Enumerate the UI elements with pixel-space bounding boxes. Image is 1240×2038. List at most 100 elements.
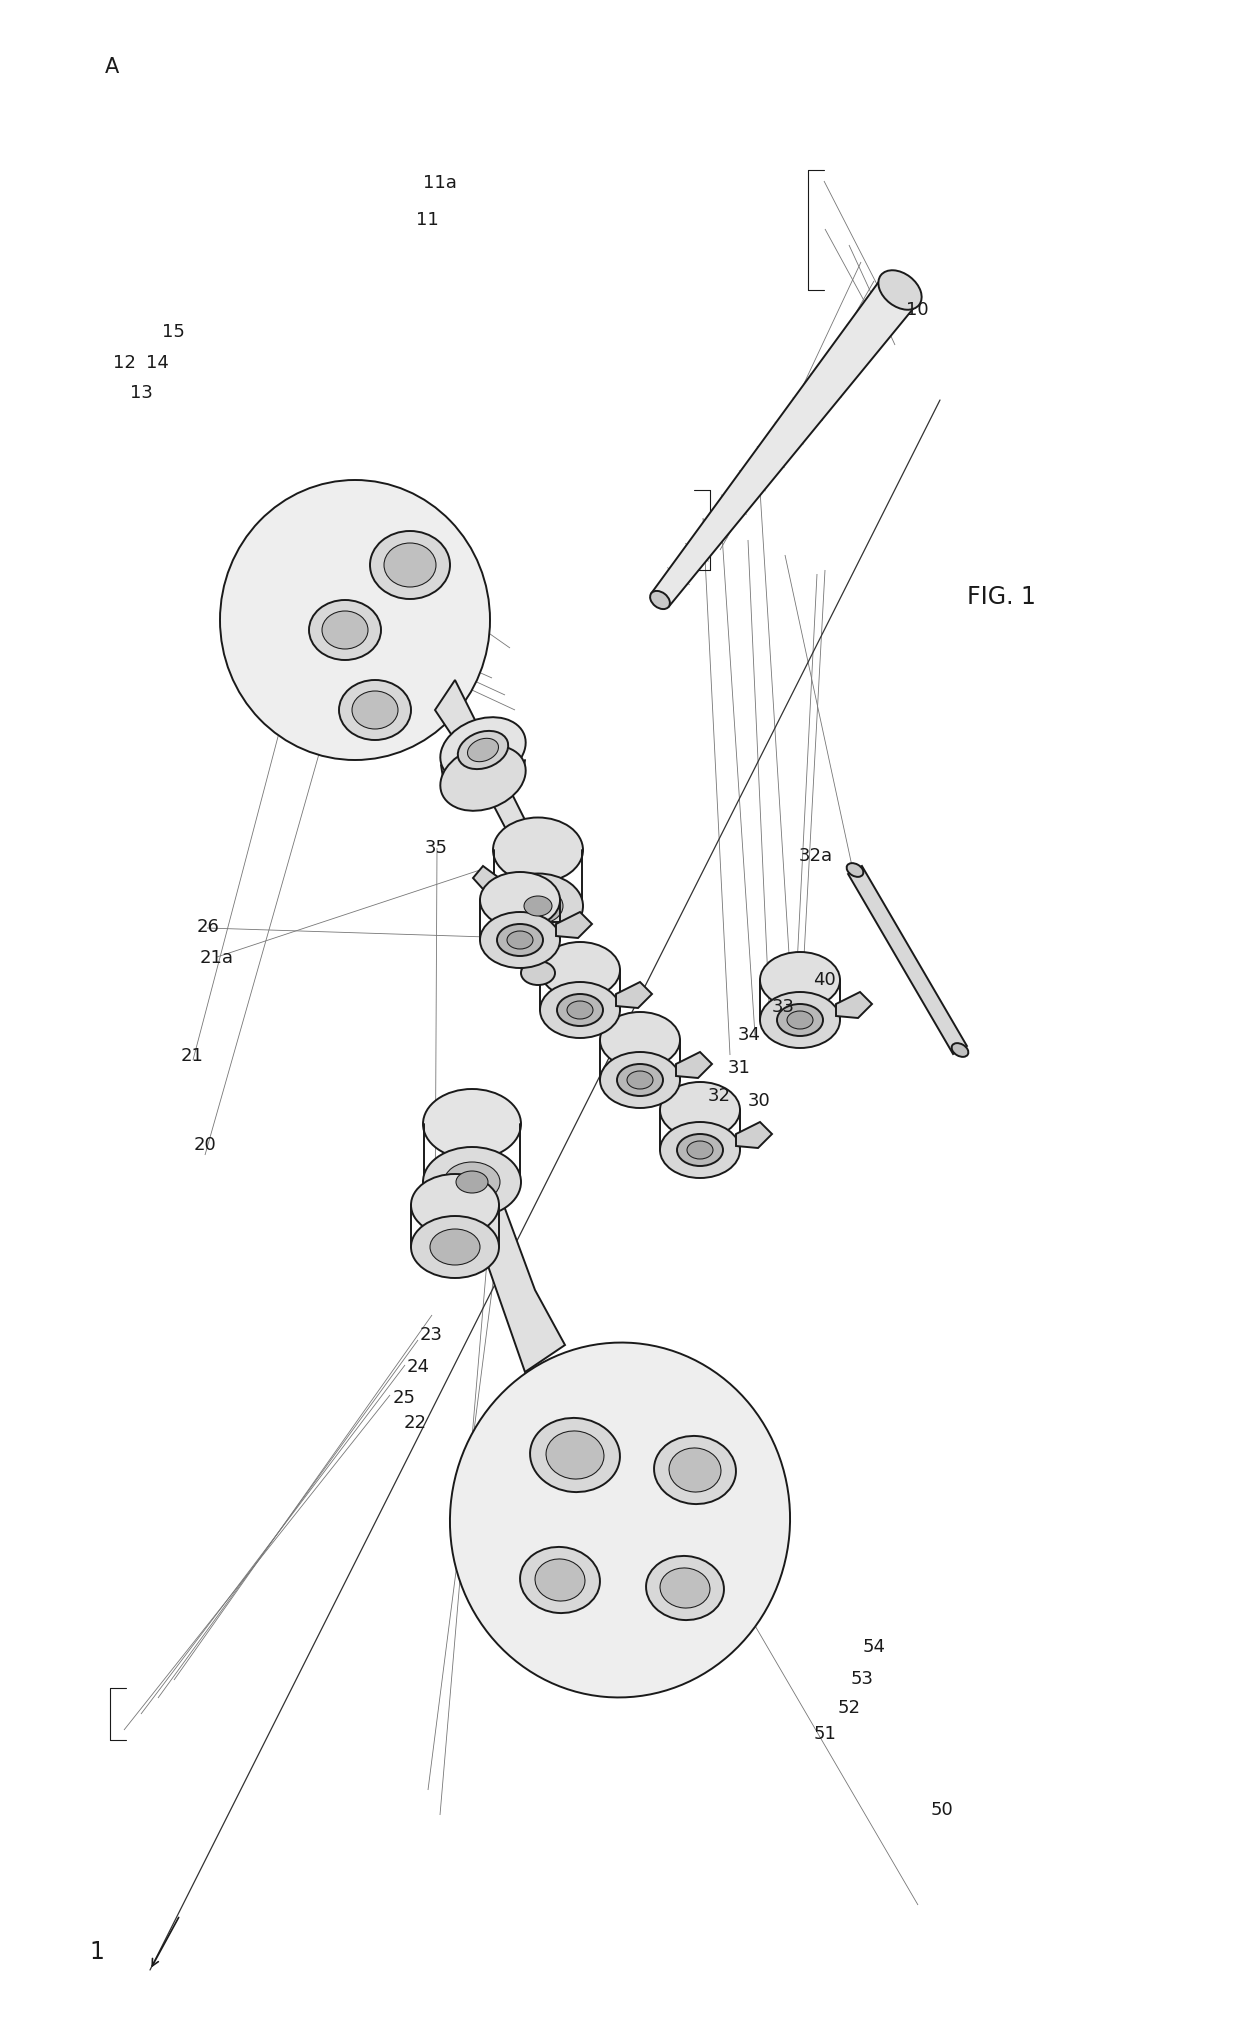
Ellipse shape: [430, 1229, 480, 1266]
Ellipse shape: [557, 995, 603, 1025]
Text: 11: 11: [417, 212, 439, 228]
Text: 20: 20: [193, 1137, 216, 1154]
Ellipse shape: [370, 532, 450, 599]
Ellipse shape: [951, 1043, 968, 1058]
Ellipse shape: [546, 1431, 604, 1480]
Ellipse shape: [847, 864, 863, 876]
Ellipse shape: [521, 962, 556, 984]
Ellipse shape: [618, 1064, 663, 1096]
Ellipse shape: [787, 1011, 813, 1029]
Ellipse shape: [410, 1174, 498, 1235]
Polygon shape: [435, 681, 546, 874]
Polygon shape: [472, 866, 510, 909]
Text: 21: 21: [181, 1048, 203, 1064]
Text: 51: 51: [813, 1726, 836, 1742]
Text: 35: 35: [425, 840, 448, 856]
Text: 30: 30: [748, 1092, 770, 1109]
Ellipse shape: [777, 1005, 823, 1035]
Ellipse shape: [456, 1172, 489, 1192]
Text: 50: 50: [931, 1802, 954, 1818]
Ellipse shape: [660, 1082, 740, 1137]
Ellipse shape: [423, 1147, 521, 1217]
Ellipse shape: [529, 1418, 620, 1492]
Ellipse shape: [444, 1162, 500, 1202]
Ellipse shape: [760, 952, 839, 1009]
Text: 33: 33: [773, 999, 795, 1015]
Ellipse shape: [677, 1133, 723, 1166]
Text: 25: 25: [393, 1390, 415, 1406]
Ellipse shape: [653, 1437, 737, 1504]
Ellipse shape: [513, 889, 563, 923]
Text: 26: 26: [197, 919, 219, 935]
Ellipse shape: [480, 872, 560, 927]
Ellipse shape: [322, 611, 368, 648]
Ellipse shape: [440, 746, 526, 811]
Ellipse shape: [458, 732, 508, 768]
Ellipse shape: [539, 942, 620, 999]
Ellipse shape: [627, 1072, 653, 1088]
Text: 13: 13: [130, 385, 153, 401]
Text: 10: 10: [906, 302, 929, 318]
Text: 23: 23: [420, 1327, 443, 1343]
Text: 24: 24: [407, 1359, 429, 1376]
Ellipse shape: [219, 481, 490, 760]
Ellipse shape: [440, 717, 526, 783]
Polygon shape: [651, 277, 918, 607]
Text: FIG. 1: FIG. 1: [967, 585, 1037, 609]
Text: 14: 14: [146, 355, 169, 371]
Polygon shape: [465, 1168, 565, 1372]
Text: 32a: 32a: [799, 848, 833, 864]
Text: 1: 1: [89, 1940, 104, 1965]
Ellipse shape: [878, 271, 921, 310]
Text: 12: 12: [113, 355, 135, 371]
Ellipse shape: [467, 738, 498, 762]
Ellipse shape: [660, 1123, 740, 1178]
Ellipse shape: [339, 681, 410, 740]
Text: 53: 53: [851, 1671, 873, 1687]
Ellipse shape: [410, 1217, 498, 1278]
Ellipse shape: [494, 874, 583, 940]
Polygon shape: [836, 993, 872, 1019]
Ellipse shape: [687, 1141, 713, 1160]
Ellipse shape: [600, 1052, 680, 1109]
Text: 31: 31: [728, 1060, 750, 1076]
Ellipse shape: [494, 817, 583, 882]
Text: 32: 32: [708, 1088, 730, 1105]
Ellipse shape: [352, 691, 398, 730]
Ellipse shape: [670, 1447, 720, 1492]
Ellipse shape: [507, 931, 533, 950]
Polygon shape: [518, 921, 558, 972]
Ellipse shape: [423, 1088, 521, 1160]
Ellipse shape: [646, 1555, 724, 1620]
Polygon shape: [737, 1123, 773, 1147]
Polygon shape: [556, 911, 591, 937]
Ellipse shape: [309, 599, 381, 660]
Ellipse shape: [539, 982, 620, 1037]
Ellipse shape: [480, 911, 560, 968]
Text: 21a: 21a: [200, 950, 234, 966]
Ellipse shape: [567, 1001, 593, 1019]
Ellipse shape: [760, 993, 839, 1048]
Text: 15: 15: [162, 324, 185, 340]
Polygon shape: [676, 1052, 712, 1078]
Text: 22: 22: [404, 1414, 427, 1431]
Text: A: A: [104, 57, 119, 77]
Text: 54: 54: [863, 1639, 885, 1655]
Ellipse shape: [660, 1567, 711, 1608]
Ellipse shape: [520, 1547, 600, 1612]
Ellipse shape: [600, 1013, 680, 1068]
Ellipse shape: [650, 591, 670, 609]
Ellipse shape: [458, 1241, 487, 1264]
Text: 34: 34: [738, 1027, 760, 1043]
Ellipse shape: [534, 1559, 585, 1602]
Text: 11a: 11a: [423, 175, 458, 192]
Ellipse shape: [525, 897, 552, 915]
Polygon shape: [616, 982, 652, 1009]
Polygon shape: [848, 866, 967, 1054]
Ellipse shape: [450, 1343, 790, 1698]
Ellipse shape: [497, 923, 543, 956]
Text: 40: 40: [813, 972, 836, 988]
Ellipse shape: [384, 542, 436, 587]
Polygon shape: [454, 1198, 490, 1251]
Text: 52: 52: [838, 1700, 861, 1716]
